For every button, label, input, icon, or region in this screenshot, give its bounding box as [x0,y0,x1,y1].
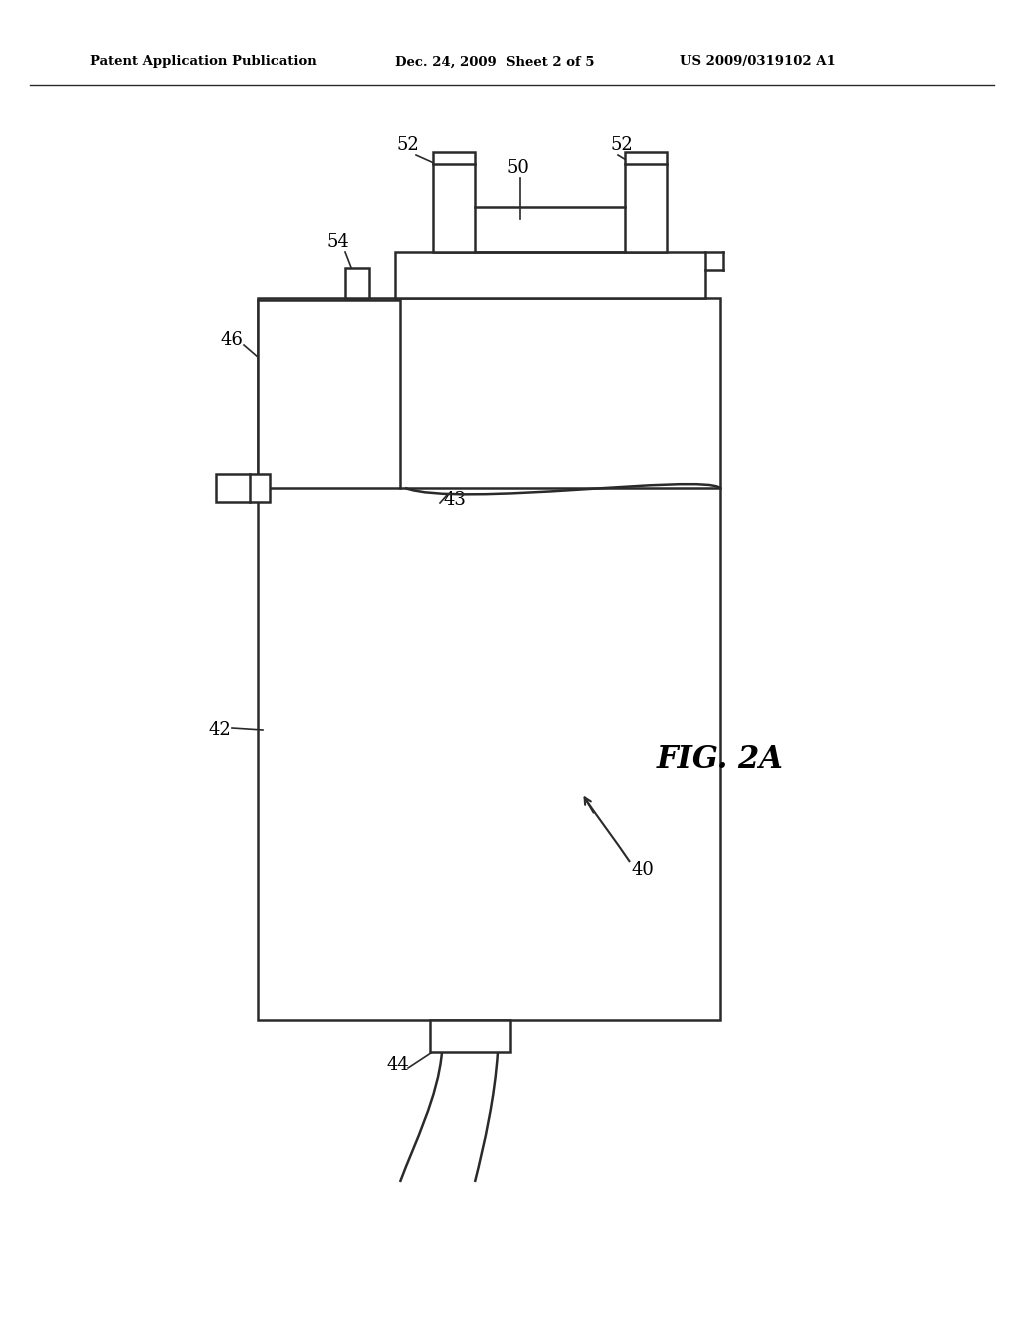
Text: 54: 54 [327,234,349,251]
Text: 50: 50 [507,158,529,177]
Text: 40: 40 [632,861,654,879]
Bar [345,268,369,298]
Text: 42: 42 [209,721,231,739]
Bar [395,252,705,298]
Bar [258,300,400,488]
Text: Patent Application Publication: Patent Application Publication [90,55,316,69]
Text: US 2009/0319102 A1: US 2009/0319102 A1 [680,55,836,69]
Bar [216,474,270,502]
Text: FIG. 2A: FIG. 2A [656,744,783,776]
Bar [430,1020,510,1052]
Bar [433,152,475,252]
Text: 52: 52 [610,136,634,154]
Text: 46: 46 [220,331,244,348]
Text: Dec. 24, 2009  Sheet 2 of 5: Dec. 24, 2009 Sheet 2 of 5 [395,55,595,69]
Text: 43: 43 [443,491,467,510]
Text: 44: 44 [387,1056,410,1074]
Bar [258,298,720,1020]
Bar [625,152,667,252]
Text: 52: 52 [396,136,420,154]
Text: 48: 48 [218,480,242,499]
